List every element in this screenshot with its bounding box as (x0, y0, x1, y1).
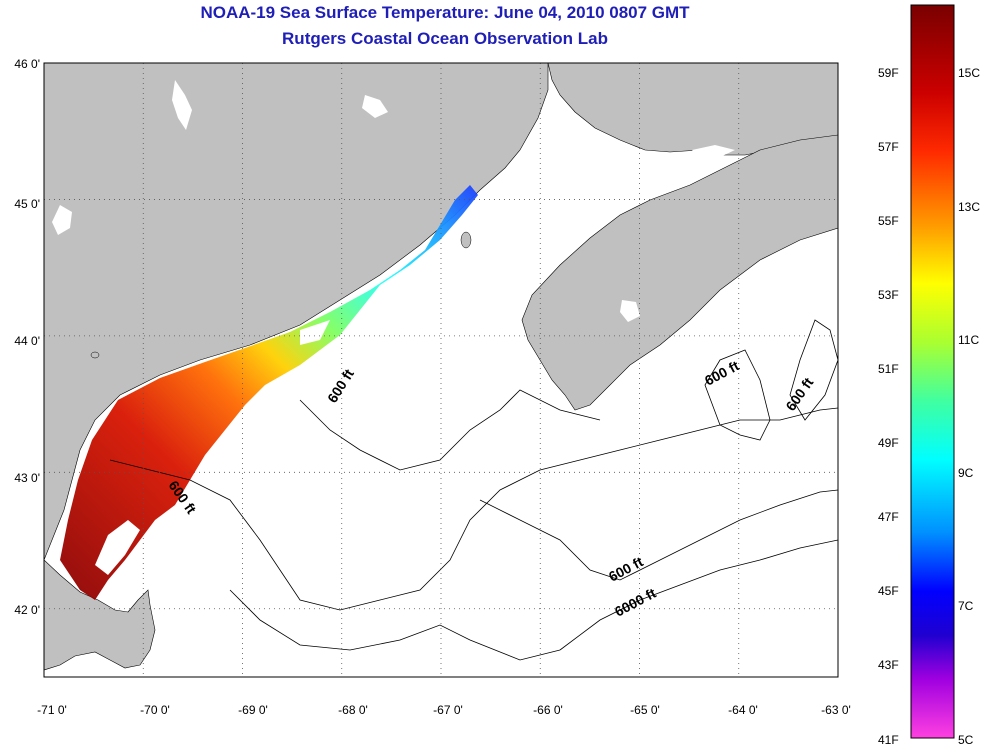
plot-frame (43, 62, 839, 678)
colorbar-label-c: 15C (958, 66, 981, 80)
colorbar-label-c: 11C (958, 333, 980, 347)
lon-label: -65 0' (630, 703, 660, 717)
lat-label: 44 0' (14, 334, 40, 348)
contour-georges (229, 589, 561, 661)
lon-label: -69 0' (238, 703, 268, 717)
lake (52, 205, 72, 235)
contour-600ft-bank (479, 489, 838, 581)
plot-area (44, 63, 838, 677)
land-massachusetts (44, 559, 156, 671)
colorbar-label-f: 45F (878, 584, 899, 598)
map-title: NOAA-19 Sea Surface Temperature: June 04… (200, 3, 690, 22)
lon-label: -71 0' (37, 703, 67, 717)
colorbar-label-f: 57F (878, 140, 899, 154)
colorbar-label-f: 47F (878, 510, 899, 524)
lake (692, 145, 735, 158)
lon-label: -70 0' (140, 703, 170, 717)
lake (620, 300, 640, 322)
colorbar-label-c: 13C (958, 200, 981, 214)
island-small (90, 351, 100, 359)
lon-label: -67 0' (433, 703, 463, 717)
colorbar-label-f: 59F (878, 66, 899, 80)
lon-label: -66 0' (533, 703, 563, 717)
colorbar-label-f: 55F (878, 214, 899, 228)
lake (172, 80, 192, 130)
island-grand-manan (460, 231, 472, 249)
cloud-gap (95, 520, 140, 575)
colorbar-label-f: 43F (878, 658, 899, 672)
lon-label: -64 0' (728, 703, 758, 717)
contour-600ft-eastern (704, 349, 771, 441)
colorbar-label-f: 49F (878, 436, 899, 450)
depth-contours (109, 319, 838, 661)
lat-label: 43 0' (14, 471, 40, 485)
colorbar-label-f: 41F (878, 733, 899, 747)
colorbar-label-f: 53F (878, 288, 899, 302)
lon-label: -68 0' (338, 703, 368, 717)
contour-600ft-coastal (299, 389, 601, 471)
map-subtitle: Rutgers Coastal Ocean Observation Lab (282, 29, 608, 48)
colorbar (910, 4, 955, 739)
colorbar-label-c: 9C (958, 466, 974, 480)
lat-label: 42 0' (14, 603, 40, 617)
lake (362, 95, 388, 118)
land-mainland (44, 63, 549, 561)
lat-label: 46 0' (14, 57, 40, 71)
cloud-gap (300, 320, 330, 345)
contour-600ft-scotian (789, 319, 838, 421)
sst-data-swath (60, 185, 478, 600)
land-nova-scotia (521, 134, 838, 411)
colorbar-label-c: 7C (958, 599, 974, 613)
lon-label: -63 0' (821, 703, 851, 717)
lat-label: 45 0' (14, 197, 40, 211)
colorbar-label-c: 5C (958, 733, 974, 747)
contour-6000ft (559, 539, 838, 651)
colorbar-label-f: 51F (878, 362, 899, 376)
